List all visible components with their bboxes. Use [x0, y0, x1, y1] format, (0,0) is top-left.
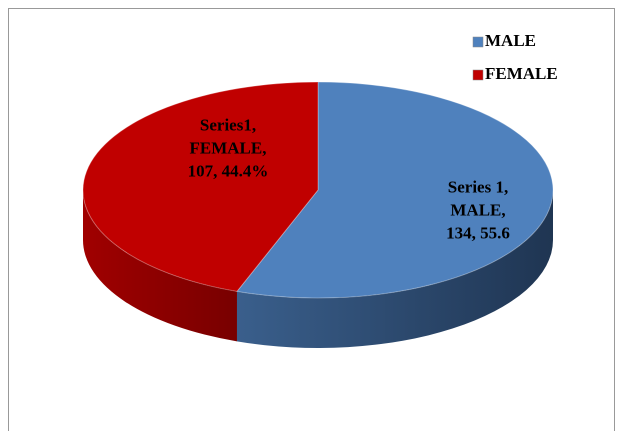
slice — [236, 81, 554, 299]
data-label: Series1, FEMALE, 107, 44.4% — [187, 115, 269, 181]
chart-border — [8, 8, 615, 431]
slice-side — [83, 190, 237, 342]
legend-label: MALE — [485, 31, 536, 50]
data-label: Series 1, MALE, 134, 55.6 — [446, 177, 510, 243]
legend-label: FEMALE — [485, 64, 558, 83]
legend-swatch — [472, 69, 484, 81]
slice-side — [236, 190, 553, 348]
slice — [82, 81, 319, 292]
legend-swatch — [472, 36, 484, 48]
